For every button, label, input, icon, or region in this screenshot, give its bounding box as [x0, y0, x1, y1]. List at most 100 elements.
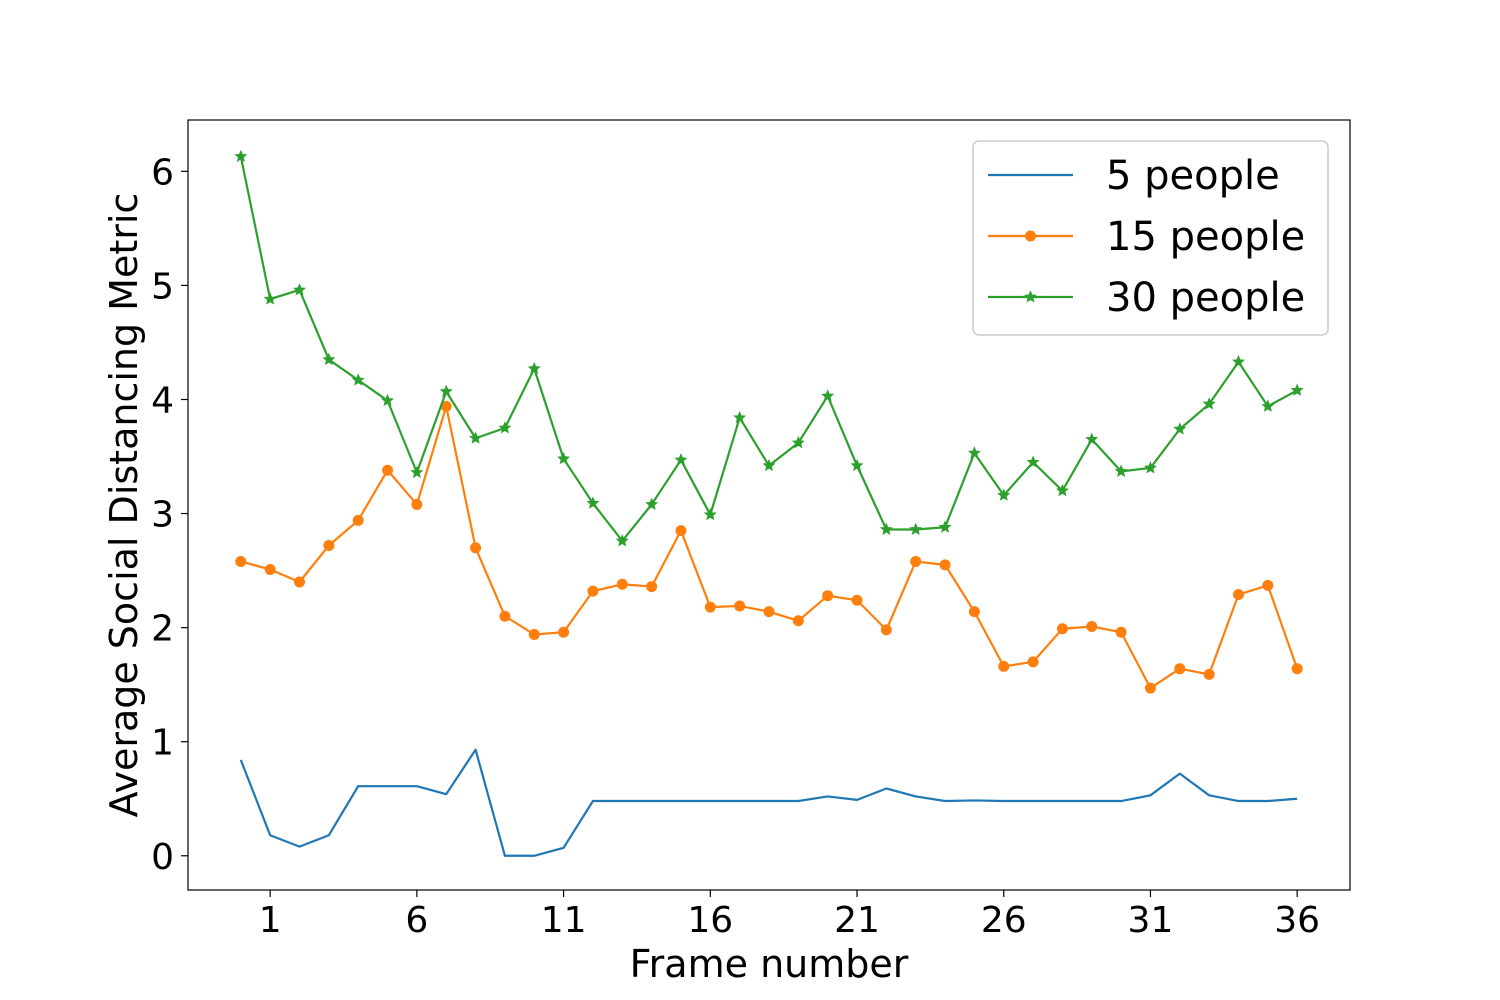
legend-item: 5 people	[988, 153, 1280, 199]
data-point	[880, 624, 892, 636]
data-point	[1290, 383, 1304, 396]
data-point	[939, 559, 951, 571]
data-point	[1085, 432, 1099, 445]
y-axis: 0 1 2 3 4 5 6	[151, 152, 188, 878]
data-point	[645, 497, 659, 510]
data-point	[850, 458, 864, 472]
data-point	[1232, 589, 1244, 601]
data-point	[410, 465, 424, 478]
data-point	[791, 436, 805, 449]
data-point	[1202, 397, 1216, 410]
data-point	[411, 498, 423, 510]
data-point	[1055, 483, 1069, 497]
series-3	[234, 149, 1304, 547]
data-point	[1026, 455, 1040, 468]
data-point	[586, 496, 600, 509]
data-point	[527, 361, 541, 375]
data-point	[294, 576, 306, 588]
legend-label: 15 people	[1106, 214, 1305, 260]
data-point	[821, 389, 835, 402]
x-axis-label: Frame number	[630, 942, 909, 986]
legend-box	[972, 140, 1329, 336]
data-point	[909, 522, 923, 536]
data-point	[528, 628, 540, 640]
data-point	[499, 610, 511, 622]
y-tick-label: 2	[151, 609, 174, 650]
data-point	[997, 488, 1011, 501]
x-axis: 1 6 11 16 21 26 31 36	[259, 890, 1320, 941]
data-point	[1262, 579, 1274, 591]
data-point	[557, 451, 571, 465]
data-point	[263, 292, 277, 305]
y-tick-label: 1	[151, 723, 174, 764]
series-1	[239, 748, 1298, 857]
data-point	[352, 514, 364, 526]
data-point	[234, 149, 248, 163]
x-tick-label: 31	[1128, 900, 1174, 941]
legend-label: 30 people	[1106, 275, 1305, 321]
y-tick-label: 6	[151, 152, 174, 193]
data-point	[968, 606, 980, 618]
data-point	[910, 555, 922, 567]
data-point	[967, 446, 981, 459]
series-2	[235, 400, 1303, 694]
data-point	[381, 393, 395, 407]
data-point	[382, 464, 394, 476]
data-point	[1027, 656, 1039, 668]
data-point	[1056, 623, 1068, 635]
x-tick-label: 11	[541, 900, 587, 941]
data-point	[439, 384, 453, 398]
data-point	[498, 421, 512, 434]
data-point	[1114, 464, 1128, 477]
x-tick-label: 6	[405, 900, 428, 941]
data-point	[558, 626, 570, 638]
y-axis-label: Average Social Distancing Metric	[102, 193, 146, 818]
data-point	[646, 581, 658, 593]
data-point	[1174, 663, 1186, 675]
legend-item: 30 people	[988, 275, 1305, 321]
y-tick-label: 0	[151, 837, 174, 878]
data-point	[822, 590, 834, 602]
data-point	[264, 563, 276, 575]
legend-item: 15 people	[988, 214, 1305, 260]
data-point	[763, 606, 775, 618]
data-point	[470, 542, 482, 554]
series-line	[240, 405, 1299, 690]
data-point	[351, 373, 365, 386]
data-point	[879, 522, 893, 536]
data-point	[938, 520, 952, 533]
data-point	[1291, 663, 1303, 675]
x-tick-label: 36	[1274, 900, 1320, 941]
data-point	[851, 594, 863, 606]
data-point	[674, 453, 688, 466]
data-point	[616, 578, 628, 590]
data-point	[1086, 620, 1098, 632]
x-tick-label: 1	[259, 900, 282, 941]
data-point	[1115, 626, 1127, 638]
data-point	[762, 458, 776, 472]
x-tick-label: 26	[981, 900, 1027, 941]
series-line	[239, 748, 1298, 857]
data-point	[1203, 668, 1215, 680]
data-point	[323, 539, 335, 551]
series-layer	[234, 149, 1304, 857]
data-point	[675, 525, 687, 537]
y-tick-label: 3	[151, 495, 174, 536]
data-point	[704, 601, 716, 613]
y-tick-label: 4	[151, 380, 174, 421]
data-point	[733, 410, 747, 424]
x-tick-label: 16	[687, 900, 733, 941]
data-point	[1143, 461, 1157, 474]
data-point	[1261, 399, 1275, 412]
data-point	[734, 600, 746, 612]
data-point	[1232, 355, 1245, 368]
data-point	[587, 585, 599, 597]
y-tick-label: 5	[151, 266, 174, 307]
data-point	[792, 615, 804, 627]
data-point	[1173, 422, 1187, 435]
data-point	[469, 431, 483, 444]
x-tick-label: 21	[834, 900, 880, 941]
data-point	[998, 660, 1010, 672]
